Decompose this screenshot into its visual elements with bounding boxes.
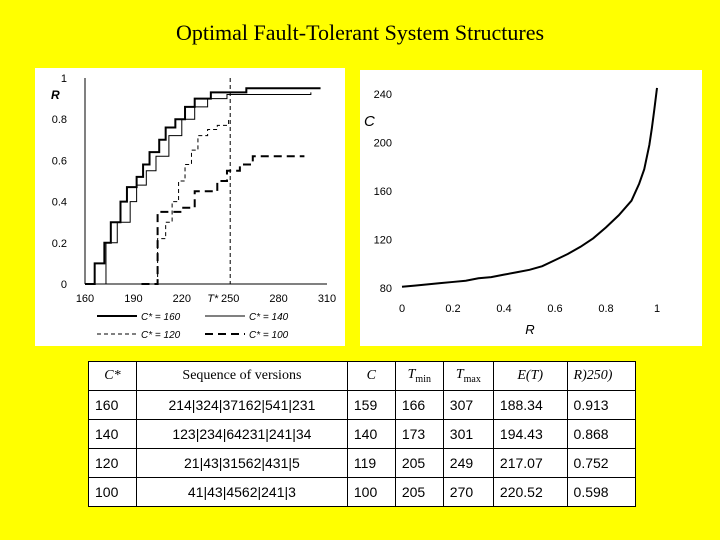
cost-curve: [401, 87, 658, 288]
cell-r: 0.913: [566, 390, 637, 420]
y-tick-label: 120: [374, 235, 392, 247]
y-tick-label: 160: [374, 186, 392, 198]
cell-tmax: 270: [442, 477, 494, 507]
x-tick-label: 0.2: [445, 303, 460, 315]
cell-et: 194.43: [492, 419, 568, 449]
header-c: C: [346, 361, 396, 391]
cell-et: 217.07: [492, 448, 568, 478]
table-row: 140 123|234|64231|241|34 140 173 301 194…: [88, 419, 637, 449]
reliability-chart-panel: 0 0.2 0.4 0.6 0.8 1 160 190 220 250 280 310 R T* C* = …: [35, 68, 345, 346]
y-axis-label: R: [51, 88, 60, 102]
cell-sequence: 41|43|4562|241|3: [135, 477, 348, 507]
cell-c-star: 160: [88, 390, 137, 420]
x-tick-label: 0.4: [496, 303, 511, 315]
x-tick-label: 1: [654, 303, 660, 315]
series-line: [157, 119, 230, 284]
y-tick-label: 0.6: [52, 155, 67, 167]
cell-tmin: 205: [394, 448, 444, 478]
y-tick-label: 80: [380, 283, 392, 295]
header-tmax: Tmax: [442, 361, 494, 391]
table-row: 160 214|324|37162|541|231 159 166 307 18…: [88, 390, 637, 420]
cell-tmax: 301: [442, 419, 494, 449]
cell-c-star: 100: [88, 477, 137, 507]
cell-tmax: 249: [442, 448, 494, 478]
cell-r: 0.752: [566, 448, 637, 478]
header-c-star: C*: [88, 361, 137, 391]
x-axis-label: R: [525, 322, 534, 337]
cell-tmax: 307: [442, 390, 494, 420]
x-tick-label: 310: [318, 293, 336, 305]
cell-tmin: 166: [394, 390, 444, 420]
x-tick-label: 220: [173, 293, 191, 305]
cell-c: 100: [346, 477, 396, 507]
legend-entry: C* = 140: [249, 312, 289, 323]
x-tick-label: 0: [399, 303, 405, 315]
series-line: [85, 92, 312, 285]
x-tick-label: 160: [76, 293, 94, 305]
cell-tmin: 205: [394, 477, 444, 507]
cell-sequence: 214|324|37162|541|231: [135, 390, 348, 420]
header-sequence: Sequence of versions: [135, 361, 348, 391]
legend-entry: C* = 100: [249, 330, 289, 341]
y-tick-label: 1: [61, 73, 67, 85]
table-row: 100 41|43|4562|241|3 100 205 270 220.52 …: [88, 477, 637, 507]
cell-r: 0.868: [566, 419, 637, 449]
slide-title: Optimal Fault-Tolerant System Structures: [175, 20, 545, 45]
marker-label: T*: [207, 293, 219, 305]
cell-c: 140: [346, 419, 396, 449]
x-tick-label: 280: [269, 293, 287, 305]
x-tick-label: 190: [124, 293, 142, 305]
header-tmin: Tmin: [394, 361, 444, 391]
cost-chart: 80 120 160 200 240 0 0.2 0.4 0.6 0.8 1 C R: [364, 87, 660, 337]
y-tick-label: 200: [374, 138, 392, 150]
x-tick-label: 0.8: [598, 303, 613, 315]
cell-c-star: 120: [88, 448, 137, 478]
cell-tmin: 173: [394, 419, 444, 449]
legend-entry: C* = 160: [141, 312, 181, 323]
legend-entry: C* = 120: [141, 330, 181, 341]
header-r250: R)250): [566, 361, 637, 391]
y-tick-label: 240: [374, 89, 392, 101]
cell-et: 220.52: [492, 477, 568, 507]
cell-c-star: 140: [88, 419, 137, 449]
y-tick-label: 0: [61, 279, 67, 291]
x-tick-label: 250: [221, 293, 239, 305]
results-table: C* Sequence of versions C Tmin Tmax E(T)…: [88, 361, 637, 507]
y-tick-label: 0.2: [52, 238, 67, 250]
cell-c: 159: [346, 390, 396, 420]
table-header-row: C* Sequence of versions C Tmin Tmax E(T)…: [88, 361, 637, 391]
cell-r: 0.598: [566, 477, 637, 507]
table-row: 120 21|43|31562|431|5 119 205 249 217.07…: [88, 448, 637, 478]
reliability-chart: 0 0.2 0.4 0.6 0.8 1 160 190 220 250 280 310 R T* C* = …: [51, 73, 336, 341]
y-tick-label: 0.8: [52, 114, 67, 126]
series-line: [85, 87, 321, 285]
cell-sequence: 123|234|64231|241|34: [135, 419, 348, 449]
y-axis-label: C: [364, 113, 375, 130]
series-line: [141, 155, 305, 285]
x-tick-label: 0.6: [547, 303, 562, 315]
cell-c: 119: [346, 448, 396, 478]
cell-sequence: 21|43|31562|431|5: [135, 448, 348, 478]
cost-chart-panel: 80 120 160 200 240 0 0.2 0.4 0.6 0.8 1 C R: [360, 70, 702, 346]
y-tick-label: 0.4: [52, 197, 67, 209]
header-et: E(T): [492, 361, 568, 391]
cell-et: 188.34: [492, 390, 568, 420]
